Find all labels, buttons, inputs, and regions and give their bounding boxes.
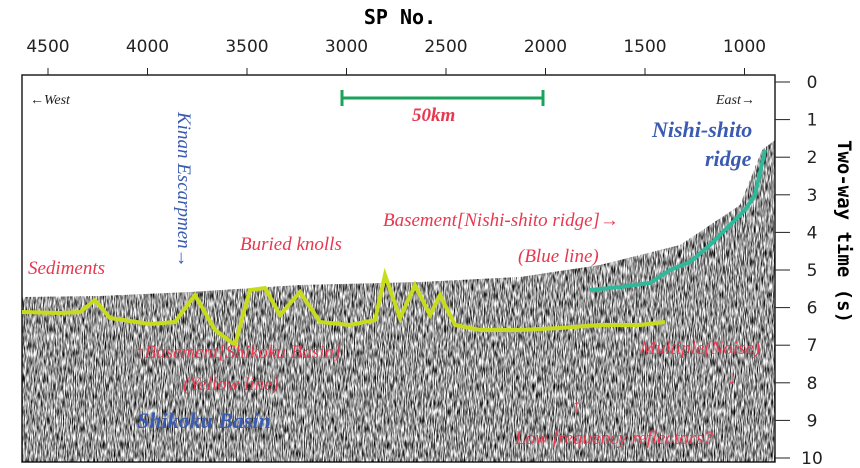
annotation: (Blue line) [518, 246, 599, 267]
right-tick-label: 8 [807, 374, 818, 394]
annotation: ↓ [727, 368, 737, 389]
right-tick-label: 10 [801, 449, 823, 468]
annotation: 50km [412, 105, 455, 126]
axis-title: SP No. [364, 5, 436, 29]
annotation: (Yellow line) [183, 374, 279, 395]
annotation: Sediments [28, 258, 105, 279]
right-tick-label: 9 [807, 411, 818, 431]
right-tick-label: 7 [807, 336, 818, 356]
right-axis-title: Two-way time (s) [833, 140, 855, 323]
annotation: ↑ [572, 396, 582, 417]
right-tick-label: 3 [807, 186, 818, 206]
annotation: Multiple(Noise) [639, 338, 760, 359]
top-tick-label: 1500 [623, 37, 666, 57]
annotation: Nishi-shito [651, 117, 752, 142]
seismic-figure: SP No. 4500 4000 3500 3000 2500 2000 1500 1000 0 1… [0, 0, 860, 468]
top-tick-label: 3500 [225, 37, 268, 57]
top-tick-label: 4500 [26, 37, 69, 57]
top-tick-label: 4000 [126, 37, 169, 57]
right-tick-label: 0 [807, 73, 818, 93]
right-tick-label: 6 [807, 299, 818, 319]
annotation: Shikoku Basin [137, 408, 271, 433]
annotation: Kinan Escarpmen→ [173, 111, 194, 268]
annotation: ↑Basement[Shikoku Basin] [135, 342, 341, 363]
right-tick-label: 5 [807, 261, 818, 281]
top-tick-label: 1000 [723, 37, 766, 57]
right-tick-label: 2 [807, 148, 818, 168]
right-tick-label: 4 [807, 223, 818, 243]
annotation: East→ [715, 93, 755, 108]
annotation: ←West [30, 93, 71, 108]
top-tick-label: 2500 [424, 37, 467, 57]
top-tick-label: 3000 [325, 37, 368, 57]
right-tick-label: 1 [807, 111, 818, 131]
annotation: ridge [705, 146, 752, 171]
top-tick-label: 2000 [524, 37, 567, 57]
annotation: Low frequency reflectors? [514, 428, 714, 449]
annotation: Buried knolls [240, 234, 342, 255]
annotation: Basement[Nishi-shito ridge]→ [383, 210, 619, 231]
